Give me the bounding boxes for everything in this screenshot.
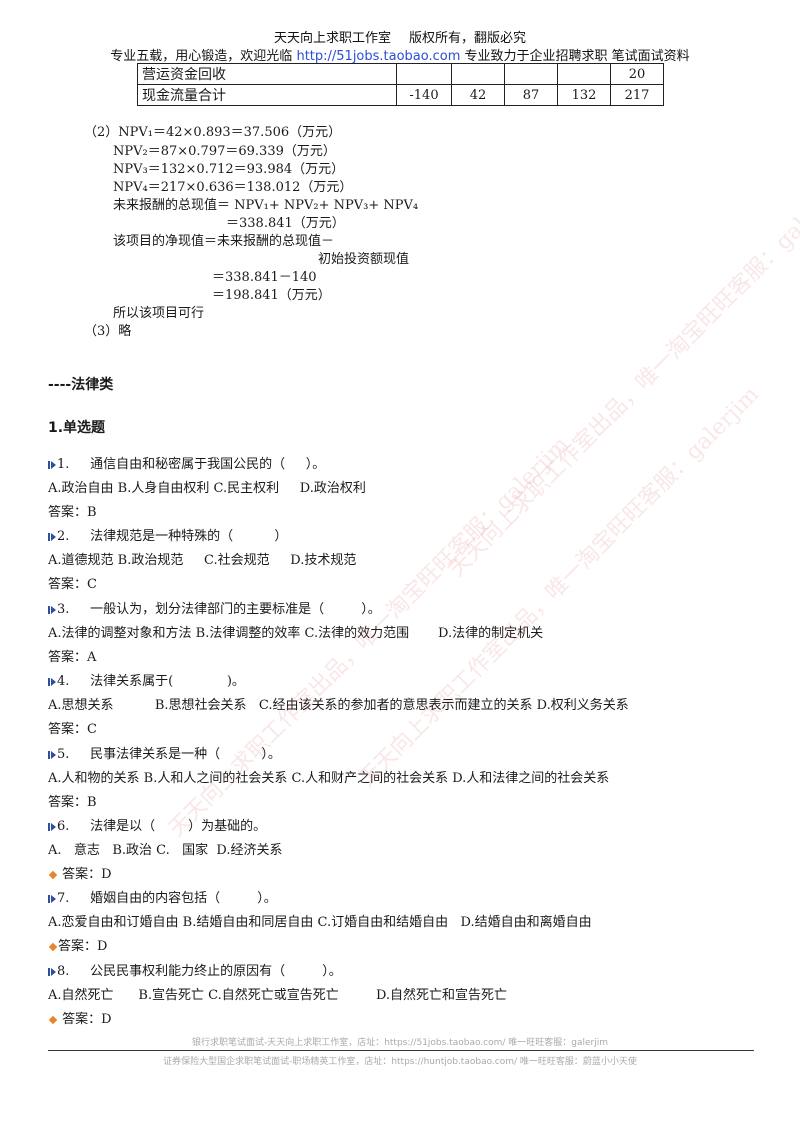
question-text: 2. 法律规范是一种特殊的（ ）: [48, 525, 287, 544]
bullet-arrow-icon: [48, 677, 50, 686]
watermark: 天天向上求职工作室出品，唯一淘宝旺旺客服：galerjim: [354, 382, 765, 792]
page-header-line1: 天天向上求职工作室 版权所有，翻版必究: [0, 27, 800, 46]
calc-line: （3）略: [84, 324, 132, 339]
table-cell: [396, 63, 452, 85]
table-cell: 现金流量合计: [137, 84, 397, 106]
header-slogan: 专业五载，用心锻造，欢迎光临: [110, 49, 293, 64]
calc-line: ＝198.841（万元）: [212, 288, 331, 303]
question-options: A.政治自由 B.人身自由权利 C.民主权利 D.政治权利: [48, 481, 366, 496]
header-copyright: 版权所有，翻版必究: [409, 31, 527, 46]
footer-line1: 银行求职笔试面试-天天向上求职工作室，店址：https://51jobs.tao…: [191, 1038, 609, 1048]
table-cell: 42: [451, 84, 505, 106]
table-cell: [557, 63, 611, 85]
calc-line: NPV₂＝87×0.797＝69.339（万元）: [113, 144, 336, 159]
question-text: 3. 一般认为，划分法律部门的主要标准是（ ）。: [48, 598, 381, 617]
footer-divider: [48, 1050, 754, 1051]
table-cell: 132: [557, 84, 611, 106]
section-heading: ----法律类: [48, 377, 114, 393]
question-options: A.自然死亡 B.宣告死亡 C.自然死亡或宣告死亡 D.自然死亡和宣告死亡: [48, 988, 508, 1003]
page-header-line2: 专业五载，用心锻造，欢迎光临 http://51jobs.taobao.com …: [0, 45, 800, 64]
question-answer: 答案：D: [48, 863, 112, 882]
question-options: A.法律的调整对象和方法 B.法律调整的效率 C.法律的效力范围 D.法律的制定…: [48, 626, 544, 641]
calc-line: ＝338.841（万元）: [226, 216, 345, 231]
header-studio-name: 天天向上求职工作室: [273, 31, 391, 46]
question-options: A.人和物的关系 B.人和人之间的社会关系 C.人和财产之间的社会关系 D.人和…: [48, 771, 610, 786]
bullet-arrow-icon: [48, 532, 50, 541]
calc-line: 所以该项目可行: [113, 306, 205, 321]
table-cell: [504, 63, 558, 85]
calc-line: 初始投资额现值: [318, 252, 410, 267]
bullet-arrow-icon: [48, 967, 50, 976]
bullet-arrow-icon: [48, 822, 50, 831]
cash-flow-table: 营运资金回收 20 现金流量合计 -140 42 87 132 217: [137, 63, 664, 106]
bullet-arrow-icon: [48, 460, 50, 469]
question-answer: 答案：B: [48, 505, 97, 520]
table-cell: -140: [396, 84, 452, 106]
question-answer: 答案：C: [48, 577, 97, 592]
bullet-arrow-icon: [48, 750, 50, 759]
table-row: 营运资金回收 20: [137, 63, 664, 85]
question-text: 4. 法律关系属于( )。: [48, 670, 245, 689]
question-options: A. 意志 B.政治 C. 国家 D.经济关系: [48, 843, 283, 858]
calc-line: （2）NPV₁＝42×0.893＝37.506（万元）: [84, 125, 342, 140]
question-options: A.恋爱自由和订婚自由 B.结婚自由和同居自由 C.订婚自由和结婚自由 D.结婚…: [48, 915, 592, 930]
header-tagline: 专业致力于企业招聘求职 笔试面试资料: [464, 49, 690, 64]
diamond-bullet-icon: [48, 1015, 58, 1024]
watermark: 天天向上求职工作室出品，唯一淘宝旺旺客服：galerjim: [444, 172, 800, 582]
calc-line: 该项目的净现值＝未来报酬的总现值－: [113, 234, 335, 249]
subsection-heading: 1.单选题: [48, 420, 106, 436]
question-text: 8. 公民民事权利能力终止的原因有（ ）。: [48, 960, 342, 979]
table-cell: 20: [610, 63, 664, 85]
question-text: 7. 婚姻自由的内容包括（ ）。: [48, 887, 277, 906]
calc-line: NPV₄＝217×0.636＝138.012（万元）: [113, 180, 353, 195]
calc-line: 未来报酬的总现值＝ NPV₁+ NPV₂+ NPV₃+ NPV₄: [113, 198, 419, 213]
diamond-bullet-icon: [48, 870, 58, 879]
question-text: 1. 通信自由和秘密属于我国公民的（ ）。: [48, 453, 325, 472]
question-text: 5. 民事法律关系是一种（ ）。: [48, 743, 281, 762]
question-options: A.思想关系 B.思想社会关系 C.经由该关系的参加者的意思表示而建立的关系 D…: [48, 698, 629, 713]
question-answer: 答案：A: [48, 650, 97, 665]
bullet-arrow-icon: [48, 894, 50, 903]
table-row: 现金流量合计 -140 42 87 132 217: [137, 84, 664, 106]
diamond-bullet-icon: [48, 942, 58, 951]
table-cell: [451, 63, 505, 85]
table-cell: 营运资金回收: [137, 63, 397, 85]
question-answer: 答案：D: [48, 935, 107, 954]
table-cell: 217: [610, 84, 664, 106]
question-answer: 答案：D: [48, 1008, 112, 1027]
calc-line: NPV₃＝132×0.712＝93.984（万元）: [113, 162, 345, 177]
question-options: A.道德规范 B.政治规范 C.社会规范 D.技术规范: [48, 553, 357, 568]
calc-line: ＝338.841－140: [212, 270, 317, 285]
bullet-arrow-icon: [48, 605, 50, 614]
header-shop-link[interactable]: http://51jobs.taobao.com: [296, 49, 461, 64]
question-text: 6. 法律是以（ ）为基础的。: [48, 815, 266, 834]
table-cell: 87: [504, 84, 558, 106]
footer-line2: 证券保险大型国企求职笔试面试-职场精英工作室，店址：https://huntjo…: [163, 1057, 637, 1067]
question-answer: 答案：C: [48, 722, 97, 737]
question-answer: 答案：B: [48, 795, 97, 810]
